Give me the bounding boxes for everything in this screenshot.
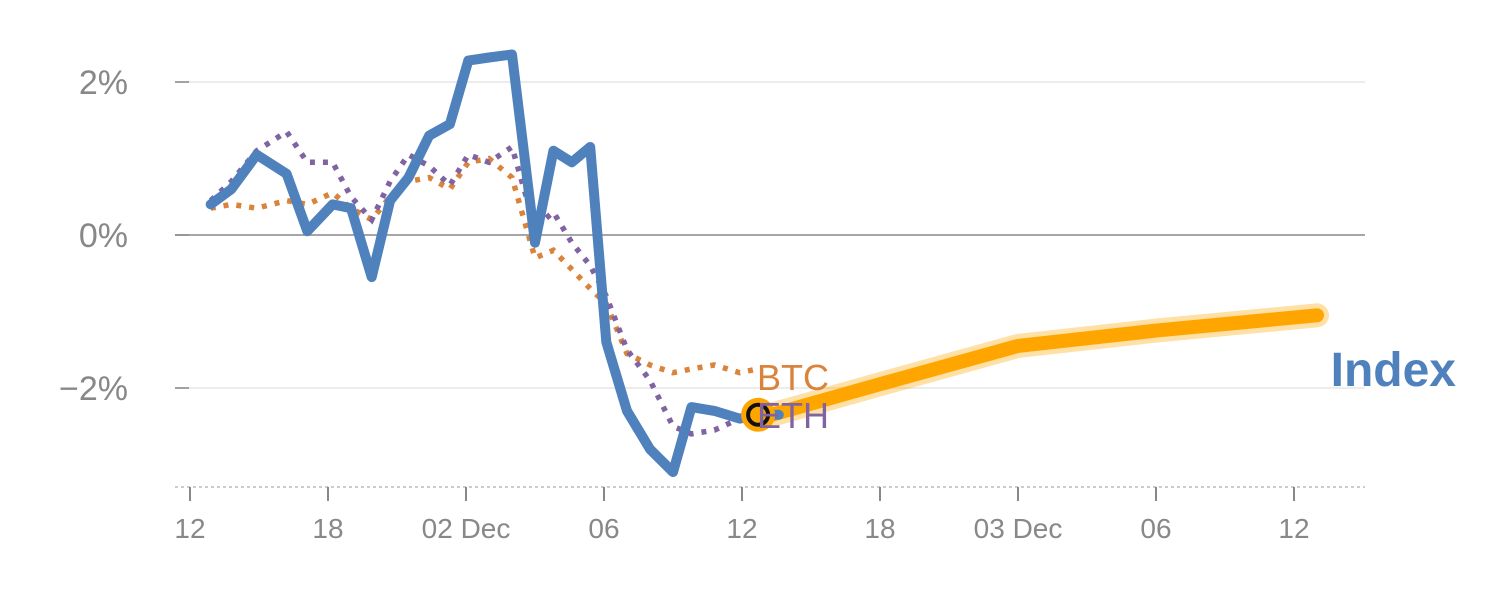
series-line-index	[205, 49, 784, 478]
x-axis: 12 18 02 Dec 06 12 18 03 Dec 06 12	[174, 486, 1365, 544]
x-tick-label: 12	[174, 513, 205, 544]
x-tick-label: 12	[1278, 513, 1309, 544]
current-marker	[741, 397, 776, 432]
x-tick-label: 18	[864, 513, 895, 544]
x-tick-label: 02 Dec	[422, 513, 511, 544]
x-tick-label: 12	[726, 513, 757, 544]
forecast-band-line	[751, 308, 1324, 426]
x-tick-label: 06	[1140, 513, 1171, 544]
series-line-eth	[208, 127, 741, 437]
series-lines	[205, 49, 1329, 478]
x-tick-label: 03 Dec	[974, 513, 1063, 544]
series-label-btc: BTC	[757, 357, 829, 398]
series-line-btc	[210, 155, 759, 376]
marker-dot	[741, 397, 776, 432]
y-tick-label: 2%	[79, 64, 128, 102]
forecast-band-halo	[746, 303, 1329, 431]
marker-ring	[746, 402, 771, 427]
x-tick-label: 06	[588, 513, 619, 544]
x-tick-label: 18	[312, 513, 343, 544]
y-tick-label: 0%	[79, 217, 128, 255]
grid-lines: 2% 0% −2%	[59, 64, 1365, 408]
series-label-eth: ETH	[757, 395, 829, 436]
series-label-index: Index	[1331, 344, 1457, 397]
y-tick-label: −2%	[59, 370, 128, 408]
